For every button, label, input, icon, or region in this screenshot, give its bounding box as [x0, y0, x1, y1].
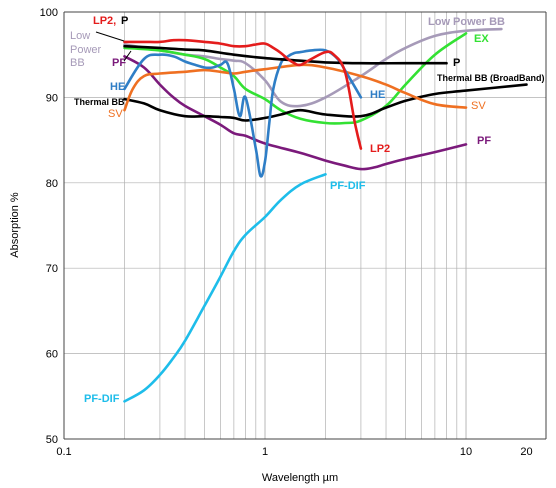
data-series [123, 27, 528, 403]
label-pf-dif: PF-DIF [330, 180, 366, 192]
y-tick-label: 80 [46, 178, 58, 190]
label-ex: EX [474, 33, 489, 45]
y-tick-label: 50 [46, 434, 58, 446]
y-tick-label: 100 [40, 7, 58, 19]
x-tick-label: 20 [520, 446, 532, 458]
label-he: HE [370, 89, 385, 101]
label-sv: SV [471, 100, 486, 112]
series-line-p [123, 44, 448, 65]
y-tick-label: 90 [46, 92, 58, 104]
label-pf-dif: PF-DIF [84, 393, 120, 405]
pointer-arrow [95, 31, 125, 42]
series-line-lp2 [123, 38, 363, 150]
label-thermal-bb-broadband: Thermal BB (BroadBand) [437, 73, 545, 83]
y-tick-label: 60 [46, 349, 58, 361]
series-line-ex [123, 32, 468, 125]
series-line-sv [123, 63, 468, 112]
series-line-pf-dif [123, 173, 327, 403]
label-low: Low [70, 30, 90, 42]
label-low-power-bb: Low Power BB [428, 16, 505, 28]
x-axis-label: Wavelength µm [262, 472, 338, 484]
series-line-pf [123, 55, 468, 171]
label-bb: BB [70, 57, 85, 69]
label-power: Power [70, 44, 102, 56]
label-sv: SV [108, 108, 123, 120]
tick-labels: 50 60 70 80 90 100 0.1 1 10 20 [40, 7, 533, 458]
series-line-thermal-bb-broadband [123, 83, 528, 122]
label-lp2: LP2, [93, 15, 116, 27]
label-p: P [453, 57, 460, 69]
series-line-low-power-bb [123, 27, 503, 108]
label-he: HE [110, 81, 125, 93]
label-pf: PF [112, 57, 126, 69]
y-tick-label: 70 [46, 263, 58, 275]
y-axis-label: Absorption % [9, 192, 21, 258]
label-pf: PF [477, 135, 491, 147]
x-tick-label: 1 [262, 446, 268, 458]
x-tick-label: 0.1 [56, 446, 71, 458]
label-thermal-bb: Thermal BB [74, 97, 125, 107]
axes [63, 11, 547, 440]
x-tick-label: 10 [460, 446, 472, 458]
label-p: P [121, 15, 128, 27]
pointer-arrow [123, 50, 132, 62]
series-line-he [123, 48, 363, 178]
label-lp2: LP2 [370, 143, 390, 155]
